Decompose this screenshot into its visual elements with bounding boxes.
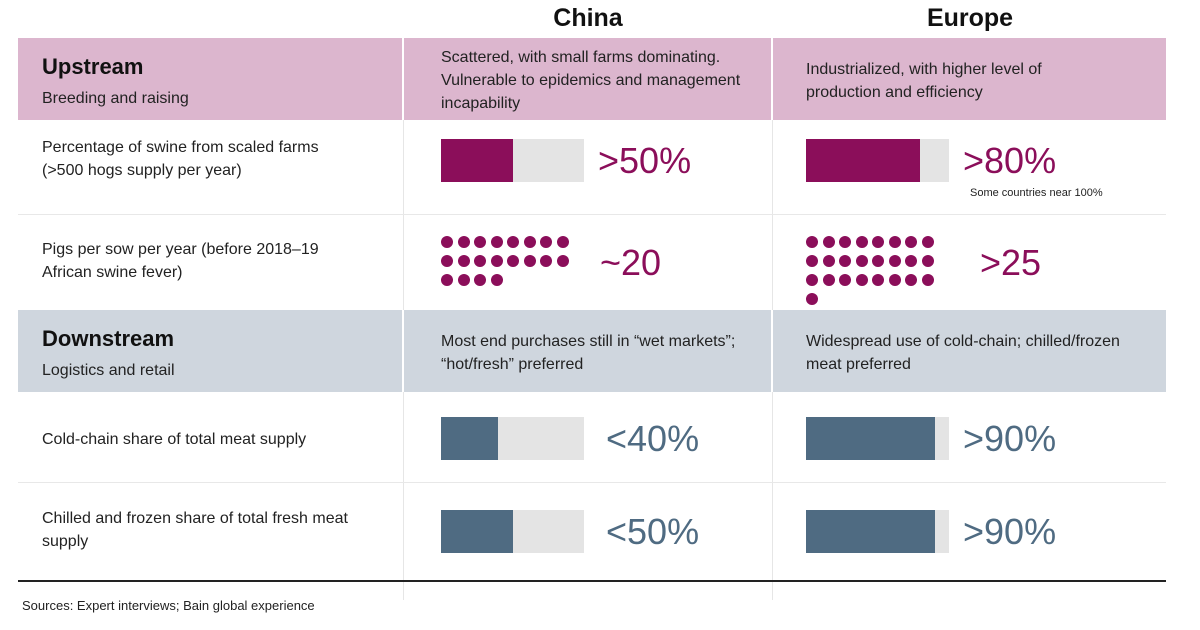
pig-dot <box>507 236 519 248</box>
row-divider <box>18 214 1166 215</box>
pig-dot <box>839 274 851 286</box>
value-china-cold-chain: <40% <box>606 418 700 459</box>
bar-track <box>806 510 949 553</box>
pig-dot <box>806 255 818 267</box>
dot-grid-china <box>441 236 591 288</box>
upstream-china-description: Scattered, with small farms dominating. … <box>441 49 741 112</box>
bar-fill-europe-scaled-farms <box>806 139 921 182</box>
pig-dot <box>507 255 519 267</box>
pig-dot <box>872 236 884 248</box>
band-divider <box>771 310 773 392</box>
upstream-subtitle: Breeding and raising <box>42 90 189 107</box>
row-label-pigs-per-sow: Pigs per sow per year (before 2018–19 Af… <box>42 241 319 281</box>
pig-dot <box>474 255 486 267</box>
pig-dot <box>905 255 917 267</box>
bar-fill-europe-chilled-frozen <box>806 510 935 553</box>
pig-dot <box>905 236 917 248</box>
value-europe-chilled-frozen: >90% <box>963 511 1057 552</box>
bar-track <box>441 510 584 553</box>
pig-dot <box>855 274 868 286</box>
downstream-china-description: Most end purchases still in “wet markets… <box>441 333 736 373</box>
value-europe-pigs-per-sow: >25 <box>980 242 1042 283</box>
bar-fill-china-chilled-frozen <box>441 510 513 553</box>
pig-dot <box>822 274 835 286</box>
pig-dot <box>540 236 552 248</box>
bottom-rule <box>18 580 1166 582</box>
value-europe-scaled-farms: >80% <box>963 140 1057 181</box>
value-china-scaled-farms: >50% <box>598 140 692 181</box>
row-label-scaled-farms: Percentage of swine from scaled farms (>… <box>42 139 319 179</box>
bar-fill-china-scaled-farms <box>441 139 513 182</box>
pig-dot <box>839 236 851 248</box>
pig-dot <box>872 255 884 267</box>
downstream-europe-description: Widespread use of cold-chain; chilled/fr… <box>806 333 1120 373</box>
pig-dot <box>441 255 453 267</box>
upstream-band <box>18 38 1166 120</box>
row-divider <box>18 482 1166 483</box>
upstream-title: Upstream <box>42 54 144 79</box>
pig-dot <box>888 255 901 267</box>
band-divider <box>402 38 404 120</box>
dot-grid-europe <box>806 236 966 305</box>
band-divider <box>771 38 773 120</box>
bar-track <box>441 139 584 182</box>
pig-dot <box>457 274 470 286</box>
pig-dot <box>905 274 917 286</box>
pig-dot <box>490 236 503 248</box>
pig-dot <box>822 236 835 248</box>
pig-dot <box>441 274 453 286</box>
bar-fill-china-cold-chain <box>441 417 499 460</box>
row-label-chilled-frozen: Chilled and frozen share of total fresh … <box>42 510 348 550</box>
pig-dot <box>490 274 503 286</box>
pig-dot <box>441 236 453 248</box>
upstream-europe-description: Industrialized, with higher level of pro… <box>806 61 1042 101</box>
column-header-china: China <box>553 4 623 32</box>
bar-track <box>806 417 949 460</box>
row-label-cold-chain: Cold-chain share of total meat supply <box>42 431 307 448</box>
value-europe-cold-chain: >90% <box>963 418 1057 459</box>
downstream-subtitle: Logistics and retail <box>42 362 175 379</box>
pig-dot <box>855 255 868 267</box>
pig-dot <box>839 255 851 267</box>
pig-dot <box>806 236 818 248</box>
pig-dot <box>806 274 818 286</box>
pig-dot <box>888 236 901 248</box>
band-divider <box>402 310 404 392</box>
downstream-band <box>18 310 1166 392</box>
pig-dot <box>921 236 934 248</box>
pig-dot <box>523 255 536 267</box>
pig-dot <box>855 236 868 248</box>
downstream-title: Downstream <box>42 326 175 351</box>
pig-dot <box>474 274 486 286</box>
pig-dot <box>457 236 470 248</box>
pig-dot <box>490 255 503 267</box>
bar-track <box>806 139 949 182</box>
pig-dot <box>523 236 536 248</box>
value-china-pigs-per-sow: ~20 <box>600 242 662 283</box>
bar-track <box>441 417 584 460</box>
pig-dot <box>921 274 934 286</box>
pig-dot <box>556 255 569 267</box>
value-china-chilled-frozen: <50% <box>606 511 700 552</box>
pig-dot <box>474 236 486 248</box>
pig-dot <box>872 274 884 286</box>
pig-dot <box>888 274 901 286</box>
column-header-europe: Europe <box>926 4 1014 32</box>
bar-fill-europe-cold-chain <box>806 417 935 460</box>
pig-dot <box>457 255 470 267</box>
pig-dot <box>806 293 818 305</box>
pig-dot <box>921 255 934 267</box>
pig-dot <box>822 255 835 267</box>
pig-dot <box>540 255 552 267</box>
note-europe-scaled-farms: Some countries near 100% <box>970 187 1103 199</box>
pig-dot <box>556 236 569 248</box>
source-note: Sources: Expert interviews; Bain global … <box>22 598 315 613</box>
